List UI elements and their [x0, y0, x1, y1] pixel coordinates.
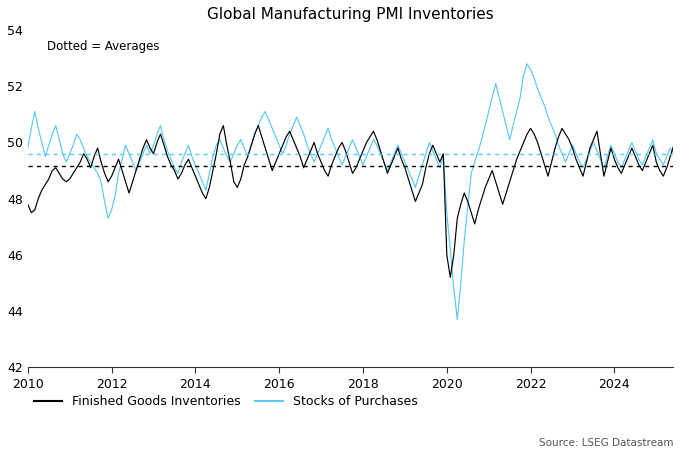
Text: Source: LSEG Datastream: Source: LSEG Datastream [539, 439, 673, 448]
Text: Dotted = Averages: Dotted = Averages [47, 40, 160, 53]
Legend: Finished Goods Inventories, Stocks of Purchases: Finished Goods Inventories, Stocks of Pu… [34, 395, 418, 408]
Title: Global Manufacturing PMI Inventories: Global Manufacturing PMI Inventories [207, 7, 494, 22]
